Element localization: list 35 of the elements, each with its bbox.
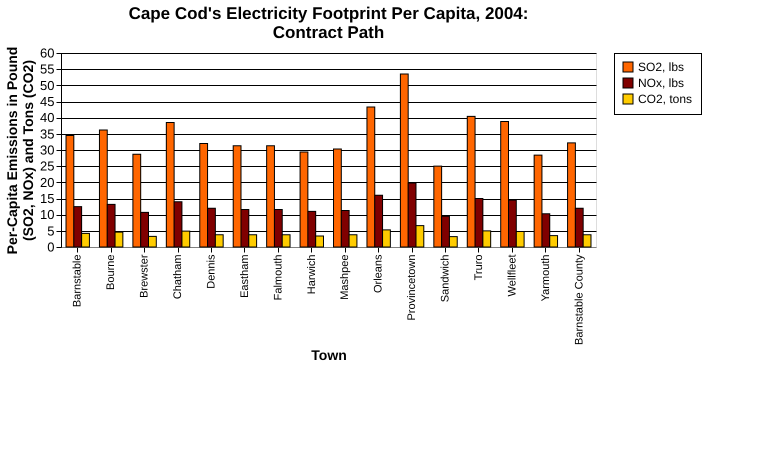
x-tick-label: Truro bbox=[472, 254, 485, 280]
legend-label: SO2, lbs bbox=[638, 60, 684, 74]
y-tick-label: 45 bbox=[40, 94, 54, 109]
y-tick-label: 20 bbox=[40, 174, 54, 190]
x-tick-label: Brewster bbox=[138, 254, 151, 298]
x-tick-label: Barnstable County bbox=[573, 254, 586, 345]
x-tick-label: Provincetown bbox=[406, 254, 418, 321]
x-tick-label: Harwich bbox=[306, 254, 318, 294]
y-tick-label: 30 bbox=[40, 142, 54, 158]
x-tick-label: Sandwich bbox=[440, 254, 452, 302]
y-tick-label: 35 bbox=[40, 126, 54, 142]
y-tick-label: 5 bbox=[47, 223, 54, 238]
x-tick-label: Bourne bbox=[105, 254, 118, 290]
y-tick-label: 60 bbox=[40, 46, 54, 60]
y-tick-label: 50 bbox=[40, 78, 54, 93]
x-tick-label: Falmouth bbox=[272, 254, 284, 300]
chart-title: Cape Cod's Electricity Footprint Per Capita, 2004: Contract Path bbox=[128, 4, 528, 42]
x-axis-title: Town bbox=[311, 347, 347, 363]
legend-label: NOx, lbs bbox=[638, 76, 684, 90]
x-tick-label: Barnstable bbox=[72, 254, 84, 308]
y-tick-label: 15 bbox=[40, 191, 54, 206]
x-tick-label: Wellfleet bbox=[506, 254, 518, 296]
y-tick-label: 40 bbox=[40, 110, 54, 126]
y-tick-label: 10 bbox=[40, 207, 54, 222]
x-tick-label: Eastham bbox=[238, 254, 251, 298]
x-tick-label: Orleans bbox=[372, 254, 385, 294]
x-tick-label: Chatham bbox=[172, 254, 184, 300]
legend-label: CO2, tons bbox=[638, 92, 692, 106]
x-tick-label: Yarmouth bbox=[540, 254, 552, 302]
x-tick-label: Mashpee bbox=[339, 254, 352, 300]
y-tick-label: 25 bbox=[40, 158, 54, 174]
y-tick-label: 55 bbox=[40, 62, 54, 77]
y-tick-label: 0 bbox=[47, 240, 54, 254]
x-tick-label: Dennis bbox=[205, 254, 218, 289]
y-axis-title: Per-Capita Emissions in Pound (SO2, NOx) and Tons (CO2) bbox=[4, 46, 36, 254]
